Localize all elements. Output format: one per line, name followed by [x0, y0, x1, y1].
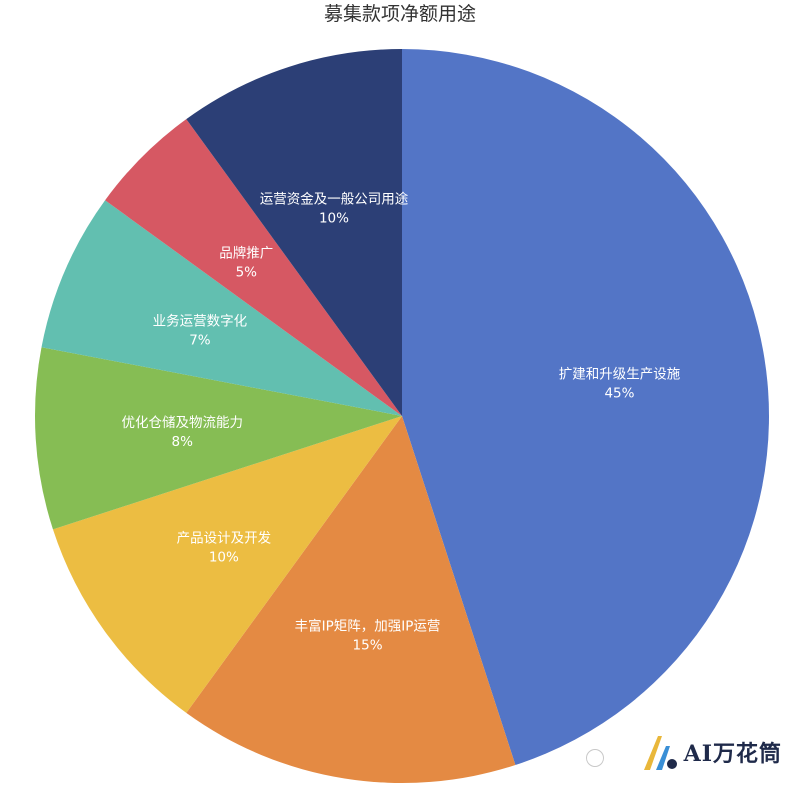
slice-6: [105, 119, 402, 416]
slice-7: [186, 49, 402, 416]
slice-label: 业务运营数字化: [153, 314, 248, 330]
slice-value-label: 10%: [319, 211, 349, 227]
slice-4: [34, 347, 402, 530]
slice-value-label: 10%: [209, 549, 239, 565]
slice-label: 优化仓储及物流能力: [121, 415, 243, 431]
slice-value-label: 5%: [236, 264, 258, 280]
slice-label: 扩建和升级生产设施: [559, 367, 681, 383]
slice-value-label: 45%: [604, 386, 634, 402]
pie-slices: [34, 49, 769, 783]
watermark-text: AI万花筒: [683, 741, 782, 767]
slice-label: 丰富IP矩阵，加强IP运营: [295, 617, 441, 634]
watermark-ring-icon: [586, 749, 604, 767]
slice-2: [186, 416, 516, 783]
slice-label: 运营资金及一般公司用途: [260, 191, 409, 208]
chart-title: 募集款项净额用途: [323, 3, 476, 25]
slice-label: 品牌推广: [219, 244, 273, 261]
slice-1: [402, 49, 769, 766]
slice-value-label: 15%: [353, 637, 383, 653]
watermark: AI万花筒: [642, 731, 782, 773]
slice-value-label: 7%: [189, 333, 211, 349]
slice-5: [41, 200, 402, 416]
slice-3: [52, 416, 403, 713]
watermark-logo-icon: [643, 736, 677, 770]
slice-value-label: 8%: [172, 434, 194, 450]
pie-labels: 扩建和升级生产设施 45% 丰富IP矩阵，加强IP运营 15% 产品设计及开发 10% 优化…: [121, 191, 680, 654]
slice-label: 产品设计及开发: [177, 530, 272, 546]
